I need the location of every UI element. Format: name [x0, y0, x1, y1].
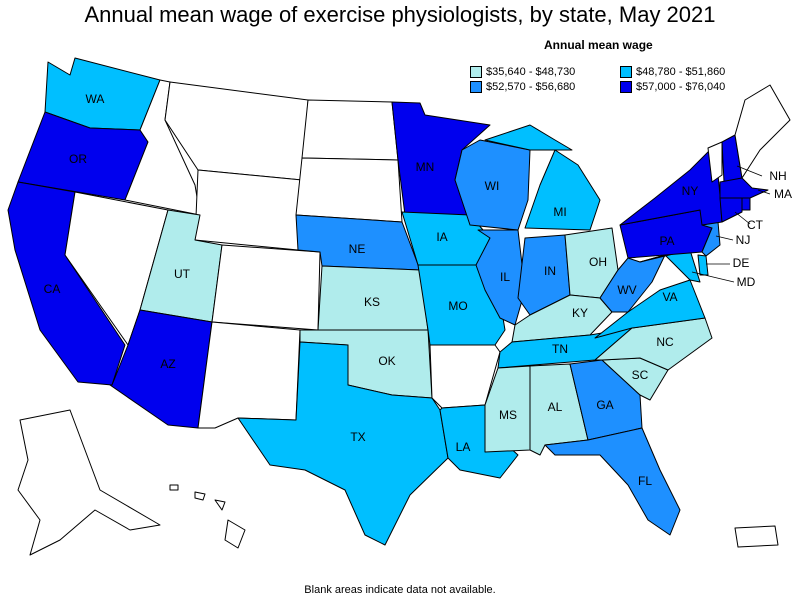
- legend: Annual mean wage $35,640 - $48,730 $48,7…: [470, 38, 770, 98]
- state-PR[interactable]: [734, 525, 779, 548]
- state-SD[interactable]: [295, 157, 403, 223]
- state-GA[interactable]: [569, 359, 643, 441]
- state-FL[interactable]: [544, 427, 681, 536]
- state-label-mn: MN: [416, 160, 435, 174]
- state-AK[interactable]: [17, 409, 161, 556]
- state-MA[interactable]: [719, 177, 769, 199]
- state-label-fl: FL: [638, 474, 652, 488]
- state-VT[interactable]: [707, 141, 723, 183]
- state-label-ms: MS: [499, 408, 517, 422]
- state-NY[interactable]: [619, 144, 723, 226]
- state-label-ga: GA: [596, 398, 613, 412]
- legend-item-bin-4: $57,000 - $76,040: [620, 81, 725, 93]
- state-label-ks: KS: [364, 295, 380, 309]
- state-CT[interactable]: [719, 197, 743, 223]
- state-label-pa: PA: [659, 234, 674, 248]
- state-label-va: VA: [662, 290, 677, 304]
- state-label-wa: WA: [86, 92, 105, 106]
- map-title: Annual mean wage of exercise physiologis…: [84, 2, 716, 27]
- legend-swatch: [620, 81, 632, 93]
- state-label-tn: TN: [552, 342, 568, 356]
- legend-label: $57,000 - $76,040: [636, 81, 726, 93]
- legend-item-bin-3: $52,570 - $56,680: [470, 81, 575, 93]
- state-label-ma: MA: [774, 187, 792, 201]
- state-label-wv: WV: [617, 283, 636, 297]
- state-label-ct: CT: [747, 218, 764, 232]
- state-label-la: LA: [456, 440, 471, 454]
- state-label-sc: SC: [632, 368, 649, 382]
- state-MI[interactable]: [524, 149, 601, 231]
- state-label-mo: MO: [448, 299, 467, 313]
- state-NM[interactable]: [197, 321, 301, 429]
- state-label-ky: KY: [572, 306, 588, 320]
- legend-item-bin-1: $35,640 - $48,730: [470, 66, 575, 78]
- state-MI-upper[interactable]: [484, 124, 573, 151]
- state-label-wi: WI: [485, 179, 500, 193]
- state-WY[interactable]: [194, 169, 303, 251]
- state-ME[interactable]: [734, 84, 791, 179]
- state-DE[interactable]: [697, 254, 709, 276]
- state-RI[interactable]: [741, 197, 751, 211]
- legend-swatch: [470, 66, 482, 78]
- state-label-ny: NY: [682, 184, 699, 198]
- leader-ct: [734, 211, 751, 225]
- state-WI[interactable]: [454, 139, 531, 231]
- state-label-ne: NE: [349, 242, 366, 256]
- state-TX[interactable]: [237, 341, 449, 546]
- state-label-ca: CA: [44, 282, 61, 296]
- legend-title: Annual mean wage: [544, 38, 653, 52]
- leader-nh: [736, 165, 763, 177]
- state-label-al: AL: [548, 400, 563, 414]
- state-ND[interactable]: [301, 99, 399, 161]
- leader-ma: [757, 189, 771, 195]
- state-MS[interactable]: [484, 365, 531, 453]
- legend-item-bin-2: $48,780 - $51,860: [620, 66, 725, 78]
- state-label-md: MD: [737, 275, 756, 289]
- state-label-nc: NC: [656, 335, 674, 349]
- legend-swatch: [620, 66, 632, 78]
- state-label-in: IN: [544, 264, 556, 278]
- state-HI[interactable]: [169, 484, 246, 549]
- state-label-ok: OK: [378, 354, 395, 368]
- leader-nj: [715, 235, 734, 241]
- legend-label: $35,640 - $48,730: [486, 66, 576, 78]
- state-label-de: DE: [733, 256, 750, 270]
- legend-label: $52,570 - $56,680: [486, 81, 576, 93]
- state-CO[interactable]: [211, 244, 321, 331]
- footnote: Blank areas indicate data not available.: [304, 584, 496, 596]
- state-label-il: IL: [500, 270, 510, 284]
- state-label-nh: NH: [769, 169, 786, 183]
- leader-md: [691, 271, 735, 283]
- state-label-nj: NJ: [736, 233, 751, 247]
- state-label-or: OR: [69, 152, 87, 166]
- state-IL[interactable]: [475, 229, 526, 326]
- state-label-tx: TX: [350, 430, 365, 444]
- state-label-oh: OH: [589, 255, 607, 269]
- legend-swatch: [470, 81, 482, 93]
- state-label-ut: UT: [174, 267, 191, 281]
- state-label-az: AZ: [160, 357, 175, 371]
- legend-label: $48,780 - $51,860: [636, 66, 726, 78]
- state-label-mi: MI: [553, 205, 566, 219]
- state-label-ia: IA: [436, 230, 447, 244]
